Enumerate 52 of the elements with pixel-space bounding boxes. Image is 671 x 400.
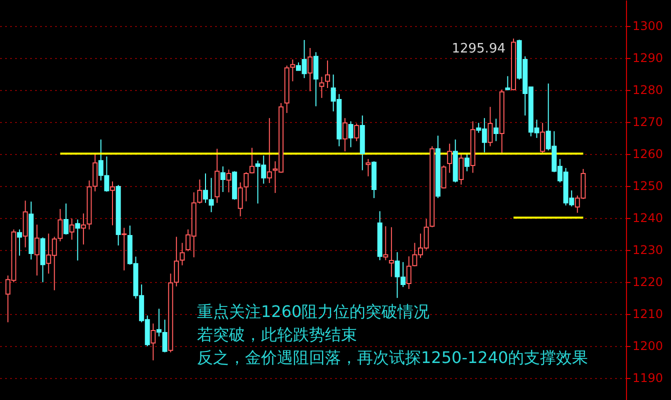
- candlestick: [354, 123, 360, 142]
- y-tick-label: 1200: [632, 339, 664, 354]
- candlestick: [69, 218, 74, 240]
- y-tick-label: 1230: [632, 243, 664, 258]
- candlestick: [180, 242, 185, 266]
- y-tick-label: 1300: [632, 19, 664, 34]
- candlestick: [388, 226, 394, 278]
- candlestick: [150, 323, 156, 361]
- annotation: 重点关注1260阻力位的突破情况: [197, 302, 430, 321]
- candlestick: [17, 228, 22, 256]
- candlestick: [122, 227, 127, 271]
- candlestick: [505, 76, 510, 91]
- candlestick: [266, 118, 272, 184]
- candlestick: [226, 169, 232, 193]
- candlestick: [75, 219, 80, 261]
- y-tick-label: 1260: [632, 147, 664, 162]
- candlestick: [220, 166, 226, 192]
- y-tick-label: 1290: [632, 51, 664, 66]
- y-tick-label: 1270: [632, 115, 664, 130]
- candlestick: [325, 60, 330, 88]
- candlestick: [366, 158, 371, 177]
- candlestick: [488, 106, 493, 147]
- candlestick: [494, 118, 499, 142]
- y-tick-label: 1280: [632, 83, 664, 98]
- candlestick: [342, 118, 348, 152]
- y-tick-label: 1220: [632, 275, 664, 290]
- y-tick-label: 1190: [632, 371, 664, 386]
- candlestick: [383, 226, 388, 261]
- candlestick: [197, 179, 202, 204]
- annotation: 反之，金价遇阻回落，再次试探1250-1240的支撑效果: [197, 348, 588, 367]
- candlestick: [458, 153, 464, 186]
- candlestick: [319, 76, 324, 98]
- candlestick: [348, 120, 354, 148]
- candlestick: [64, 203, 69, 236]
- candlestick: [238, 182, 243, 217]
- annotation: 1295.94: [452, 42, 506, 57]
- candlestick: [92, 152, 98, 192]
- y-tick-label: 1240: [632, 211, 664, 226]
- y-tick-label: 1210: [632, 307, 664, 322]
- candlestick: [313, 52, 318, 107]
- candlestick: [290, 59, 296, 82]
- candlestick: [34, 224, 40, 276]
- candlestick: [464, 153, 470, 172]
- candlestick: [110, 180, 116, 226]
- candlestick: [441, 164, 446, 189]
- y-tick-label: 1250: [632, 179, 664, 194]
- candlestick: [174, 236, 179, 287]
- candlestick: [308, 48, 313, 92]
- candlestick: [447, 143, 452, 174]
- candlestick: [80, 212, 86, 245]
- annotation: 若突破，此轮跌势结束: [197, 325, 357, 344]
- candlestick: [540, 122, 546, 154]
